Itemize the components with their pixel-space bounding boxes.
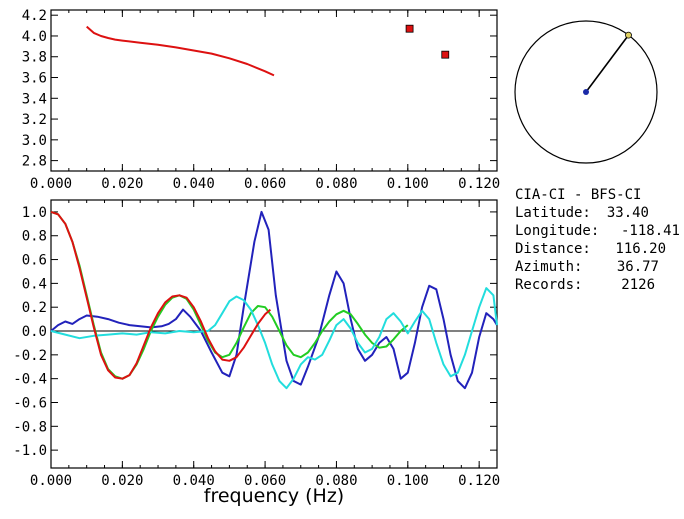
top-series-line-0 [86,25,275,77]
top-plot-ticks: 0.000 0.020 0.040 0.060 0.080 0.100 0.120 2.8 3.… [22,8,501,192]
top-x-tick-label: 0.020 [101,176,143,192]
distance-label: Distance: [515,241,591,257]
bottom-y-tick-label: 0.8 [22,229,47,245]
station-pair: CIA-CI - BFS-CI [515,187,641,203]
bottom-series-line-0 [50,210,498,390]
bottom-y-tick-label: 1.0 [22,205,47,221]
longitude-value: -118.41 [621,223,680,239]
azimuth-center-dot [583,89,589,95]
top-marker [405,24,414,33]
top-plot-series [86,24,450,77]
bottom-y-tick-label: 0.0 [22,324,47,340]
bottom-x-tick-label: 0.000 [30,473,72,489]
top-x-tick-label: 0.080 [315,176,357,192]
bottom-plot-frame [50,199,498,469]
bottom-plot-series [50,210,498,390]
azimuth-value: 36.77 [617,259,659,275]
top-plot-frame [50,9,498,172]
top-x-tick-label: 0.100 [387,176,429,192]
top-y-tick-label: 3.6 [22,71,47,87]
longitude-label: Longitude: [515,223,599,239]
latitude-label: Latitude: [515,205,591,221]
top-y-tick-label: 3.2 [22,112,47,128]
station-info: CIA-CI - BFS-CI Latitude: 33.40 Longitud… [515,187,680,293]
bottom-y-tick-label: -0.6 [13,395,47,411]
bottom-x-tick-label: 0.120 [458,473,500,489]
bottom-series-line-1 [50,210,409,380]
bottom-y-tick-label: -1.0 [13,443,47,459]
bottom-y-tick-label: -0.2 [13,348,47,364]
latitude-value: 33.40 [607,205,649,221]
bottom-y-tick-label: 0.4 [22,276,47,292]
top-y-tick-label: 3.0 [22,133,47,149]
bottom-y-tick-label: 0.6 [22,253,47,269]
top-y-tick-label: 4.0 [22,29,47,45]
records-label: Records: [515,277,582,293]
azimuth-line [585,34,630,93]
top-y-tick-label: 3.8 [22,50,47,66]
top-x-tick-label: 0.000 [30,176,72,192]
top-x-tick-label: 0.040 [173,176,215,192]
bottom-plot-ticks: 0.000 0.020 0.040 0.060 0.080 0.100 0.120 1.0 0.… [13,200,500,489]
bottom-series-line-3 [50,210,272,380]
bottom-y-tick-label: 0.2 [22,300,47,316]
bottom-x-tick-label: 0.040 [173,473,215,489]
top-marker [441,50,450,59]
top-x-tick-label: 0.120 [458,176,500,192]
bottom-series-line-2 [50,287,498,390]
azimuth-map [514,20,658,164]
x-axis-label: frequency (Hz) [204,485,344,507]
bottom-x-tick-label: 0.100 [387,473,429,489]
bottom-y-tick-label: -0.8 [13,419,47,435]
records-value: 2126 [621,277,655,293]
top-y-tick-label: 3.4 [22,91,47,107]
top-x-tick-label: 0.060 [244,176,286,192]
distance-value: 116.20 [615,241,666,257]
azimuth-circle [514,20,658,164]
bottom-y-tick-label: -0.4 [13,372,47,388]
top-y-tick-label: 4.2 [22,8,47,24]
azimuth-end-dot [625,31,632,39]
azimuth-label: Azimuth: [515,259,582,275]
bottom-x-tick-label: 0.020 [101,473,143,489]
bottom-x-tick-label: 0.060 [244,473,286,489]
bottom-x-tick-label: 0.080 [315,473,357,489]
top-y-tick-label: 2.8 [22,154,47,170]
